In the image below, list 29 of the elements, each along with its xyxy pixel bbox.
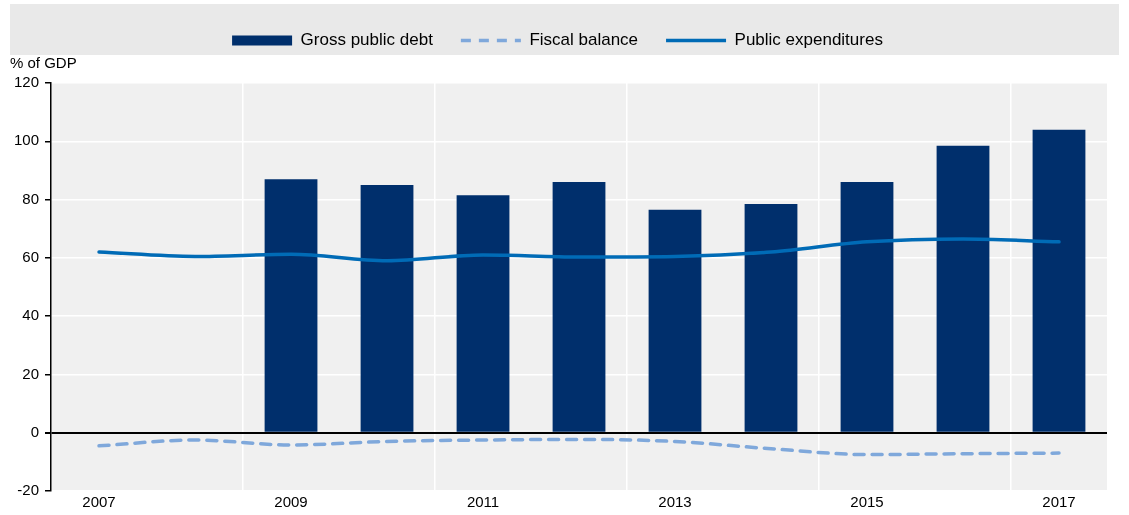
- bar: [360, 185, 414, 432]
- x-tick-label: 2017: [1042, 493, 1076, 511]
- x-tick-label: 2009: [274, 493, 308, 511]
- bar: [456, 195, 510, 432]
- x-tick-label: 2015: [850, 493, 884, 511]
- legend-label: Public expenditures: [734, 30, 883, 50]
- bar: [264, 179, 318, 432]
- y-tick-label: 60: [22, 248, 40, 265]
- legend-label: Gross public debt: [300, 30, 434, 50]
- bar: [840, 182, 894, 432]
- line-series: [97, 437, 1061, 457]
- bar: [552, 182, 606, 432]
- line-series: [97, 237, 1061, 263]
- bar: [744, 203, 798, 432]
- bar: [1032, 129, 1086, 432]
- y-tick-label: 0: [30, 422, 40, 440]
- y-tick-label: 20: [22, 364, 40, 382]
- x-tick-label: 2007: [82, 493, 116, 511]
- y-tick-label: -20: [17, 481, 40, 499]
- y-axis-title: % of GDP: [10, 53, 77, 71]
- x-tick-label: 2013: [658, 493, 692, 511]
- y-tick-label: 80: [22, 189, 40, 207]
- bar: [936, 145, 990, 432]
- legend-label: Fiscal balance: [529, 30, 639, 50]
- y-tick-label: 120: [14, 73, 40, 91]
- y-tick-label: 40: [22, 306, 40, 324]
- x-tick-label: 2011: [466, 493, 500, 511]
- y-tick-label: 100: [14, 131, 40, 149]
- bar: [648, 209, 702, 432]
